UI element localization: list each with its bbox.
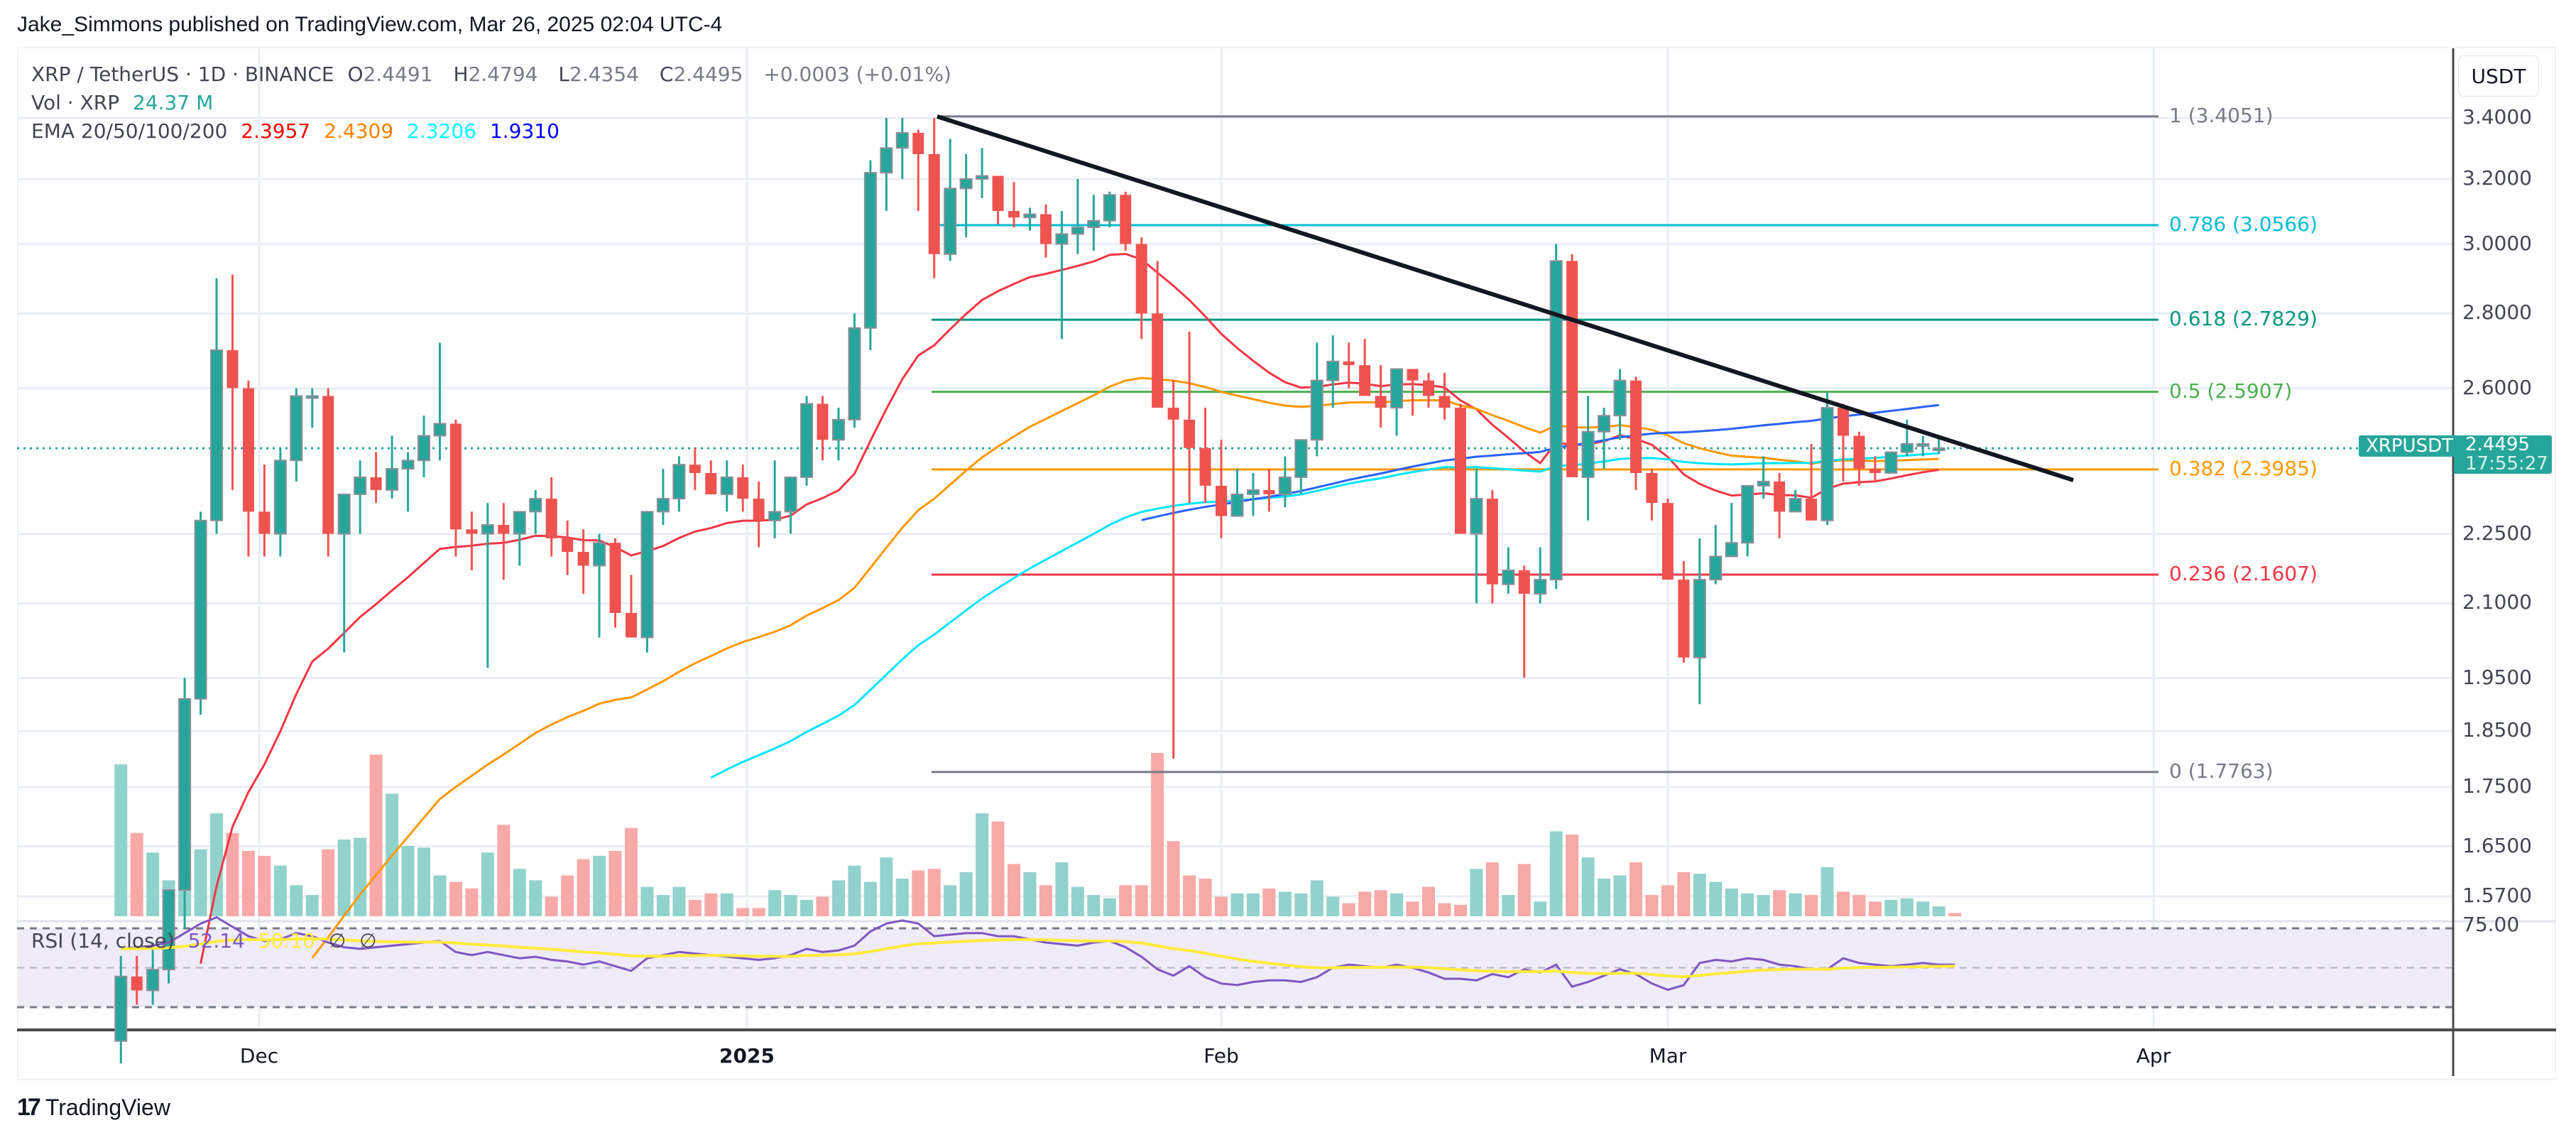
symbol-legend: XRP / TetherUS · 1D · BINANCE O2.4491 H2… — [31, 63, 951, 86]
rsi-label[interactable]: RSI (14, close) — [31, 929, 175, 952]
ema20-line — [200, 252, 1939, 965]
ema20-value: 2.3957 — [241, 119, 311, 143]
price-tick: 2.1000 — [2462, 590, 2532, 614]
rsi-value: 52.14 — [187, 929, 245, 952]
fib-level-label: 0.236 (2.1607) — [2169, 562, 2318, 586]
symbol-name[interactable]: XRP / TetherUS · 1D · BINANCE — [31, 63, 334, 86]
price-tick: 1.7500 — [2462, 774, 2532, 798]
candles — [114, 118, 1945, 1064]
currency-button[interactable]: USDT — [2458, 55, 2539, 97]
ema-legend: EMA 20/50/100/200 2.3957 2.4309 2.3206 1… — [31, 119, 567, 143]
bar-countdown: 17:55:27 — [2465, 453, 2548, 474]
time-label-feb: Feb — [1204, 1044, 1239, 1068]
fib-level-label: 1 (3.4051) — [2169, 103, 2274, 127]
ohlc-open: 2.4491 — [363, 63, 433, 86]
price-tick: 1.6500 — [2462, 833, 2532, 857]
ohlc-change: +0.0003 (+0.01%) — [763, 63, 951, 86]
price-tick: 1.8500 — [2462, 718, 2532, 742]
price-tick: 3.4000 — [2462, 105, 2532, 129]
rsi-ma-line — [121, 937, 1955, 979]
ema-label[interactable]: EMA 20/50/100/200 — [31, 119, 228, 143]
time-label-mar: Mar — [1649, 1044, 1687, 1068]
fib-level-label: 0.5 (2.5907) — [2169, 379, 2293, 403]
rsi-ma-value: 50.10 — [258, 929, 315, 952]
trendline[interactable] — [937, 114, 2074, 482]
fib-level-label: 0 (1.7763) — [2169, 759, 2274, 783]
ema50-value: 2.4309 — [324, 119, 394, 143]
ema50-line — [311, 376, 1939, 959]
rsi-axis-tick: 75.00 — [2462, 913, 2520, 936]
last-price: 2.4495 — [2465, 434, 2530, 455]
volume-value: 24.37 M — [133, 91, 214, 114]
rsi-na-2: ∅ — [359, 929, 377, 952]
volume-bars — [114, 753, 1962, 916]
ema200-value: 1.9310 — [489, 119, 560, 143]
ema100-value: 2.3206 — [407, 119, 477, 143]
price-tick: 1.9500 — [2462, 665, 2532, 689]
rsi-na-1: ∅ — [328, 929, 346, 952]
ema100-line — [710, 452, 1939, 779]
time-label-dec: Dec — [239, 1044, 279, 1068]
price-tick: 1.5700 — [2462, 884, 2532, 907]
tradingview-logo-text: TradingView — [45, 1095, 170, 1120]
time-label-apr: Apr — [2136, 1044, 2171, 1068]
tradingview-logo[interactable]: 17 TradingView — [17, 1094, 170, 1122]
price-tick: 2.2500 — [2462, 521, 2532, 545]
price-tick: 2.6000 — [2462, 375, 2532, 399]
rsi-legend: RSI (14, close) 52.14 50.10 ∅ ∅ — [31, 929, 384, 952]
chart-frame — [17, 47, 2556, 1080]
tradingview-logo-icon: 17 — [17, 1094, 41, 1121]
last-price-tag: 2.4495 17:55:27 — [2454, 435, 2552, 474]
ohlc-low: 2.4354 — [569, 63, 639, 86]
symbol-price-tag: XRPUSDT — [2359, 435, 2460, 457]
price-tick: 3.2000 — [2462, 165, 2532, 190]
price-tick: 3.0000 — [2462, 231, 2532, 255]
volume-legend: Vol · XRP 24.37 M — [31, 91, 220, 114]
volume-label[interactable]: Vol · XRP — [31, 91, 120, 114]
published-caption: Jake_Simmons published on TradingView.co… — [17, 13, 723, 36]
fib-level-label: 0.786 (3.0566) — [2169, 212, 2318, 237]
fib-level-label: 0.382 (2.3985) — [2169, 456, 2318, 480]
price-tick: 2.8000 — [2462, 300, 2532, 325]
ohlc-high: 2.4794 — [468, 63, 538, 86]
fib-level-label: 0.618 (2.7829) — [2169, 307, 2318, 331]
ohlc-close: 2.4495 — [673, 63, 743, 86]
time-label-2025: 2025 — [719, 1044, 775, 1068]
grid — [17, 48, 2453, 1030]
ema200-line — [1141, 403, 1939, 521]
